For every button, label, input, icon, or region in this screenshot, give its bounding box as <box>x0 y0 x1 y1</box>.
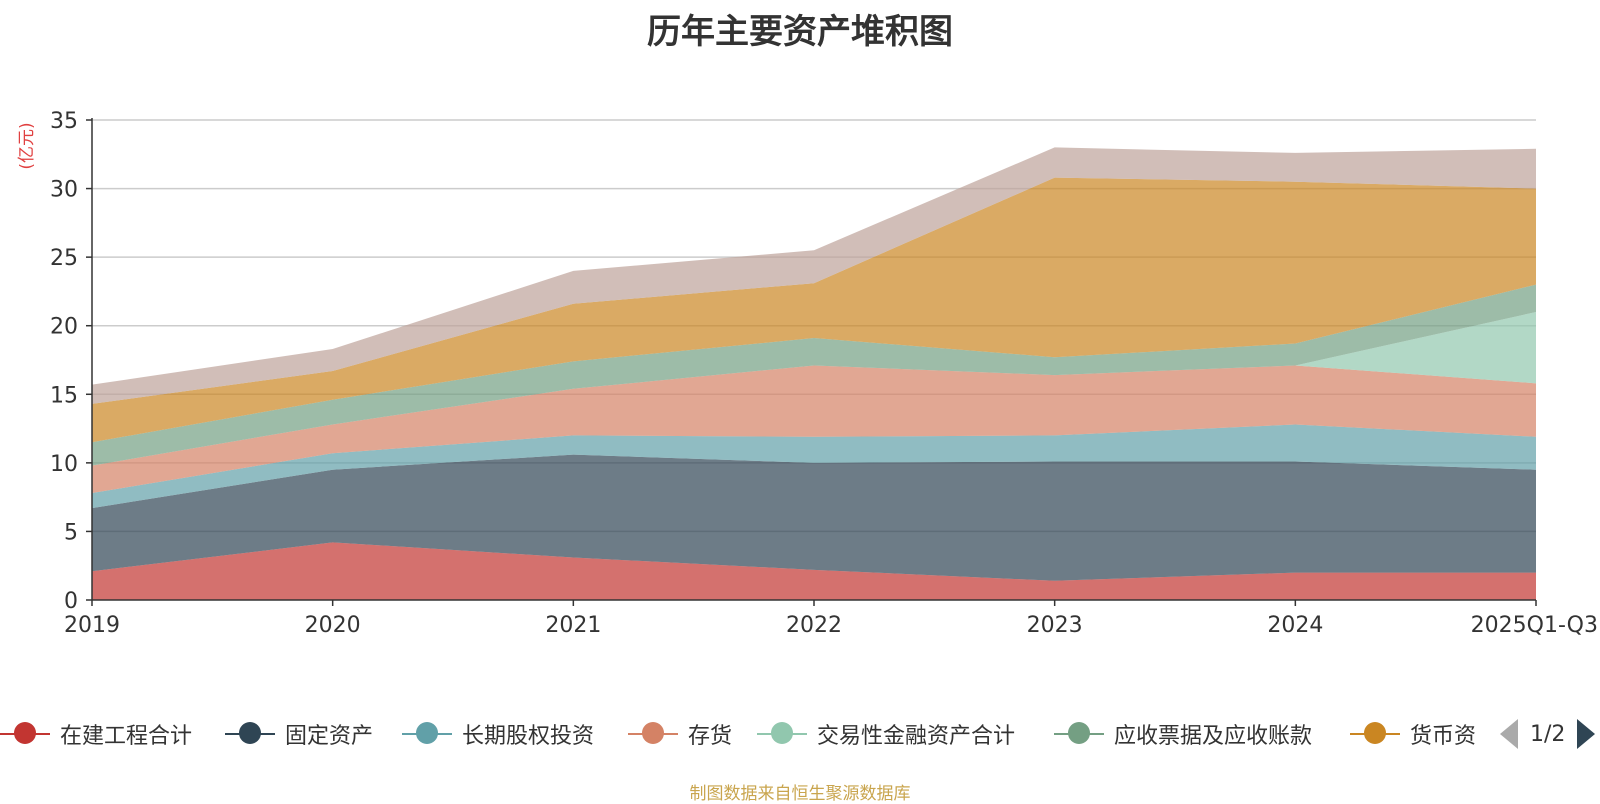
area-series-2 <box>92 454 1536 581</box>
y-tick-label: 15 <box>50 383 78 408</box>
area-series-7 <box>92 177 1536 443</box>
x-tick-label: 2024 <box>1267 613 1323 638</box>
legend-marker-icon <box>628 721 678 747</box>
legend-dot <box>1068 722 1090 744</box>
chart-title: 历年主要资产堆积图 <box>647 12 953 52</box>
legend-page-indicator: 1/2 <box>1530 721 1566 747</box>
area-series-3 <box>92 424 1536 509</box>
x-tick-label: 2019 <box>64 613 120 638</box>
legend-item[interactable]: 固定资产 <box>225 714 373 754</box>
legend-item[interactable]: 在建工程合计 <box>0 714 192 754</box>
legend-item[interactable]: 应收票据及应收账款 <box>1054 714 1312 754</box>
y-tick-label: 25 <box>50 246 78 271</box>
stacked-area-chart: 0 5 10 15 20 25 30 35 2019 2020 2021 2022 2023 2024 20… <box>17 109 1598 638</box>
legend-dot <box>239 722 261 744</box>
legend-marker-icon <box>225 721 275 747</box>
prev-page-icon[interactable] <box>1500 719 1518 749</box>
legend-label: 货币资 <box>1410 724 1477 749</box>
y-tick-label: 0 <box>64 589 78 614</box>
legend-marker-icon <box>402 721 452 747</box>
legend-dot <box>642 722 664 744</box>
x-tick-label: 2023 <box>1027 613 1083 638</box>
legend-label: 长期股权投资 <box>462 724 595 749</box>
legend-marker-icon <box>1054 721 1104 747</box>
y-tick-label: 10 <box>50 452 78 477</box>
y-tick-label: 30 <box>50 178 78 203</box>
legend-item[interactable]: 存货 <box>628 714 732 754</box>
legend-dot <box>416 722 438 744</box>
source-footnote: 制图数据来自恒生聚源数据库 <box>689 784 911 804</box>
area-series-1 <box>92 542 1536 600</box>
legend-label: 在建工程合计 <box>60 724 193 749</box>
legend-dot <box>14 722 36 744</box>
chart-legend: 在建工程合计 固定资产 长期股权投资 存货 交易性金融资产合计 应收票据及应收账款 货币资 <box>0 714 1600 754</box>
x-tick-label: 2020 <box>305 613 361 638</box>
legend-pager: 1/2 <box>1500 714 1596 754</box>
y-axis-label: (亿元) <box>17 122 37 169</box>
y-tick-label: 5 <box>64 520 78 545</box>
area-series-8 <box>92 147 1536 404</box>
legend-label: 应收票据及应收账款 <box>1114 724 1313 749</box>
legend-label: 固定资产 <box>285 724 374 749</box>
x-tick-label: 2025Q1-Q3 <box>1471 613 1598 638</box>
area-series-4 <box>92 365 1536 494</box>
next-page-icon[interactable] <box>1577 719 1596 749</box>
x-tick-label: 2021 <box>545 613 601 638</box>
legend-label: 存货 <box>688 724 733 749</box>
x-tick-label: 2022 <box>786 613 842 638</box>
legend-marker-icon <box>0 721 50 747</box>
y-tick-label: 20 <box>50 315 78 340</box>
legend-marker-icon <box>757 721 807 747</box>
legend-item[interactable]: 长期股权投资 <box>402 714 594 754</box>
legend-dot <box>771 722 793 744</box>
legend-dot <box>1364 722 1386 744</box>
y-tick-label: 35 <box>50 109 78 134</box>
legend-marker-icon <box>1350 721 1400 747</box>
legend-item[interactable]: 货币资 <box>1350 714 1476 754</box>
legend-item[interactable]: 交易性金融资产合计 <box>757 714 1015 754</box>
legend-label: 交易性金融资产合计 <box>817 724 1016 749</box>
